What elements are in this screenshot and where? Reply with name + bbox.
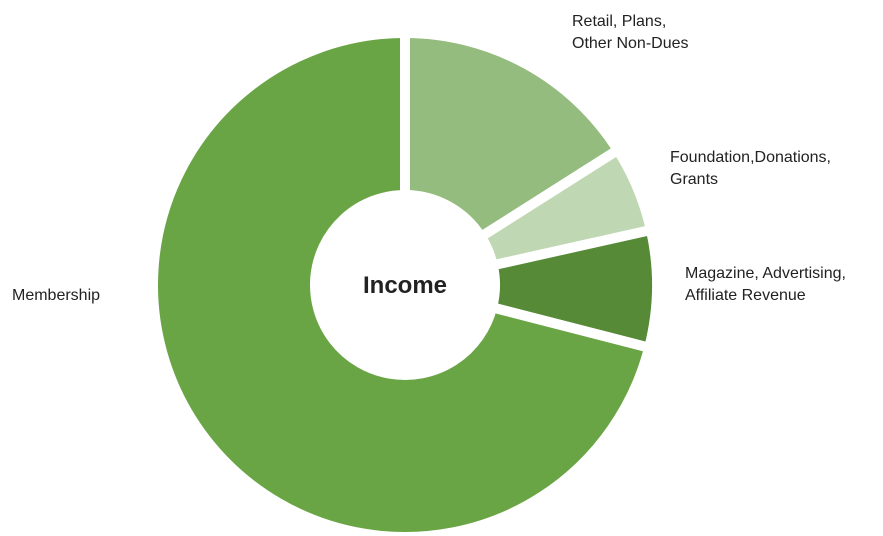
slice-label-retail-plans-other-non-dues: Retail, Plans, Other Non-Dues: [572, 13, 689, 52]
center-title: Income: [363, 272, 447, 299]
slice-label-line: Grants: [670, 171, 718, 188]
slice-label-line: Foundation,Donations,: [670, 149, 831, 166]
slice-label-foundation-donations-grants: Foundation,Donations, Grants: [670, 149, 831, 188]
slice-label-line: Magazine, Advertising,: [685, 265, 846, 282]
slice-label-membership: Membership: [12, 287, 100, 304]
slice-label-line: Membership: [12, 287, 100, 304]
slice-label-line: Retail, Plans,: [572, 13, 666, 30]
slice-label-line: Affiliate Revenue: [685, 287, 806, 304]
labels-layer: Retail, Plans, Other Non-Dues Foundation,D…: [12, 13, 846, 304]
donut-center-hole: [315, 195, 495, 375]
slice-label-line: Other Non-Dues: [572, 35, 689, 52]
slice-label-magazine-advertising-affiliate-revenue: Magazine, Advertising, Affiliate Revenue: [685, 265, 846, 304]
